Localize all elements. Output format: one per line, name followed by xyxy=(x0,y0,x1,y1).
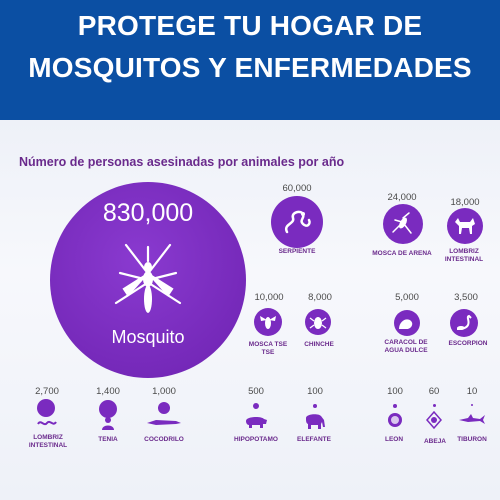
sandfly-icon xyxy=(389,210,417,238)
caracol-value: 5,000 xyxy=(395,292,419,303)
header-banner: PROTEGE TU HOGAR DE MOSQUITOS Y ENFERMED… xyxy=(0,0,500,120)
escorpion-value: 3,500 xyxy=(454,292,478,303)
bee-icon xyxy=(424,410,444,430)
mosca-tse-label: MOSCA TSE TSE xyxy=(248,341,288,356)
cocodrilo-circle xyxy=(158,402,170,414)
scorpion-icon xyxy=(454,313,474,333)
mosquito-label: Mosquito xyxy=(111,327,185,347)
abeja-label: ABEJA xyxy=(423,438,447,445)
mosquito-icon xyxy=(106,237,190,321)
mosca-arena-label: MOSCA DE ARENA xyxy=(372,250,432,257)
tenia-value: 1,400 xyxy=(96,386,120,397)
serpiente-value: 60,000 xyxy=(282,183,312,194)
leon-label: LEON xyxy=(384,436,404,443)
lombriz-intestinal-top-value: 18,000 xyxy=(450,197,480,208)
tsetse-fly-icon xyxy=(258,312,278,332)
leon-circle xyxy=(393,404,397,408)
tiburon-label: TIBURON xyxy=(457,436,487,443)
banner-title-line-1: PROTEGE TU HOGAR DE xyxy=(77,10,423,41)
elefante-circle xyxy=(313,404,317,408)
infographic-subtitle: Número de personas asesinadas por animal… xyxy=(19,155,345,169)
shark-icon xyxy=(458,413,486,425)
tiburon-circle xyxy=(471,404,473,406)
cocodrilo-label: COCODRILO xyxy=(144,436,184,443)
lombriz-intestinal-top-label: LOMBRIZ INTESTINAL xyxy=(444,248,484,263)
escorpion-circle xyxy=(450,309,478,337)
banner-title-line-2: MOSQUITOS Y ENFERMEDADES xyxy=(28,52,472,83)
mosquito-value: 830,000 xyxy=(102,199,194,227)
worm-icon xyxy=(36,418,58,428)
lion-icon xyxy=(385,411,405,429)
caracol-label: CARACOL DE AGUA DULCE xyxy=(384,339,428,354)
chinche-value: 8,000 xyxy=(308,292,332,303)
mosca-tse-value: 10,000 xyxy=(254,292,284,303)
tenia-label: TENIA xyxy=(98,436,118,443)
crocodile-icon xyxy=(146,417,182,427)
elefante-value: 100 xyxy=(307,386,323,397)
abeja-circle xyxy=(433,404,436,407)
lombriz-intestinal-bottom-circle xyxy=(37,399,55,417)
lombriz-intestinal-bottom-label: LOMBRIZ INTESTINAL xyxy=(28,434,68,449)
escorpion-label: ESCORPION xyxy=(448,340,488,347)
lombriz-intestinal-bottom-value: 2,700 xyxy=(35,386,59,397)
tiburon-value: 10 xyxy=(466,386,478,397)
bug-icon xyxy=(309,313,327,331)
hippo-icon xyxy=(244,413,268,429)
mosca-arena-value: 24,000 xyxy=(387,192,417,203)
elefante-label: ELEFANTE xyxy=(297,436,331,443)
hipopotamo-circle xyxy=(253,403,259,409)
dog-icon xyxy=(452,214,478,238)
hipopotamo-label: HIPOPOTAMO xyxy=(234,436,278,443)
chinche-label: CHINCHE xyxy=(304,341,334,348)
serpiente-label: SERPIENTE xyxy=(278,248,316,255)
abeja-value: 60 xyxy=(428,386,440,397)
serpiente-circle xyxy=(271,196,323,248)
leon-value: 100 xyxy=(387,386,403,397)
cocodrilo-value: 1,000 xyxy=(152,386,176,397)
hipopotamo-value: 500 xyxy=(248,386,264,397)
snake-icon xyxy=(281,206,313,238)
person-icon xyxy=(98,416,118,430)
elephant-icon xyxy=(302,412,328,430)
tenia-circle xyxy=(99,400,117,418)
snail-icon xyxy=(397,315,417,331)
